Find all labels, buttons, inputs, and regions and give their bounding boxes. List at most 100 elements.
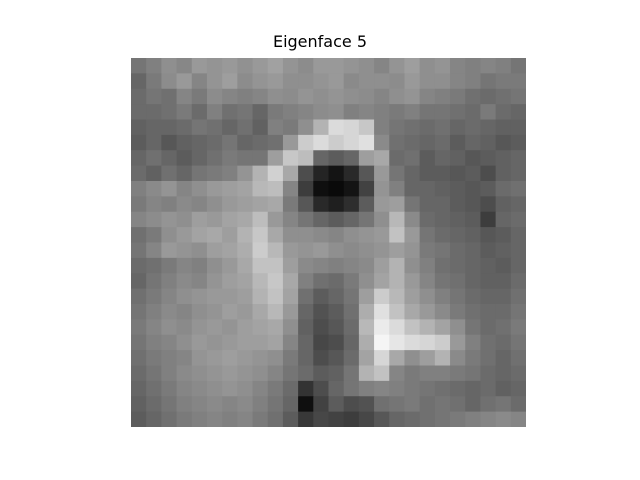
heatmap-cell [480,104,497,121]
heatmap-cell [146,150,162,167]
heatmap-cell [450,365,466,382]
heatmap-cell [313,242,330,259]
heatmap-cell [161,288,178,305]
heatmap-cell [282,119,299,136]
heatmap-cell [374,211,390,228]
heatmap-cell [131,380,147,397]
heatmap-cell [282,181,299,197]
heatmap-cell [206,181,223,197]
heatmap-cell [328,411,345,427]
heatmap-cell [343,88,360,105]
heatmap-cell [434,242,451,259]
heatmap-cell [298,411,314,427]
heatmap-cell [450,334,466,351]
heatmap-cell [374,165,390,182]
heatmap-cell [206,380,223,397]
heatmap-cell [480,196,497,213]
heatmap-cell [237,227,254,244]
heatmap-cell [146,257,162,274]
heatmap-cell [222,181,238,197]
heatmap-cell [389,227,406,244]
heatmap-cell [480,273,497,290]
heatmap-cell [495,165,512,182]
heatmap-cell [419,104,436,121]
heatmap-cell [206,150,223,167]
heatmap-cell [282,273,299,290]
heatmap-cell [358,211,375,228]
heatmap-cell [480,288,497,305]
heatmap-cell [176,411,193,427]
heatmap-cell [222,396,238,413]
heatmap-cell [146,104,162,121]
heatmap-cell [222,365,238,382]
heatmap-cell [328,350,345,367]
heatmap-cell [252,334,269,351]
heatmap-cell [450,273,466,290]
heatmap-cell [161,196,178,213]
heatmap-cell [252,150,269,167]
heatmap-cell [206,334,223,351]
heatmap-cell [510,58,526,74]
heatmap-cell [389,104,406,121]
heatmap-cell [389,365,406,382]
heatmap-cell [358,334,375,351]
heatmap-cell [146,365,162,382]
heatmap-cell [206,134,223,151]
heatmap-cell [267,365,284,382]
heatmap-cell [313,134,330,151]
heatmap-cell [298,196,314,213]
heatmap-cell [419,73,436,90]
heatmap-cell [313,350,330,367]
heatmap-cell [404,104,421,121]
heatmap-cell [495,380,512,397]
heatmap-cell [252,288,269,305]
heatmap-cell [450,211,466,228]
heatmap-cell [267,257,284,274]
heatmap-cell [480,396,497,413]
heatmap-cell [389,211,406,228]
heatmap-cell [206,196,223,213]
heatmap-cell [313,227,330,244]
heatmap-cell [206,104,223,121]
heatmap-cell [267,104,284,121]
heatmap-cell [131,227,147,244]
heatmap-cell [267,211,284,228]
heatmap-cell [343,196,360,213]
heatmap-cell [358,88,375,105]
heatmap-cell [495,227,512,244]
heatmap-cell [343,273,360,290]
heatmap-cell [191,411,208,427]
heatmap-cell [191,227,208,244]
heatmap-cell [434,257,451,274]
heatmap-cell [495,242,512,259]
heatmap-cell [267,396,284,413]
heatmap-cell [328,88,345,105]
heatmap-cell [389,134,406,151]
heatmap-cell [404,380,421,397]
heatmap-cell [434,380,451,397]
heatmap-cell [298,304,314,320]
heatmap-cell [176,119,193,136]
heatmap-cell [404,134,421,151]
heatmap-cell [191,134,208,151]
heatmap-cell [176,211,193,228]
heatmap-cell [313,165,330,182]
heatmap-cell [358,227,375,244]
heatmap-cell [313,319,330,336]
heatmap-cell [161,334,178,351]
heatmap-cell [146,288,162,305]
heatmap-cell [237,73,254,90]
heatmap-cell [343,227,360,244]
heatmap-cell [252,119,269,136]
heatmap-cell [404,396,421,413]
heatmap-cell [222,350,238,367]
heatmap-cell [298,73,314,90]
heatmap-cell [252,257,269,274]
heatmap-cell [252,73,269,90]
heatmap-cell [313,88,330,105]
heatmap-cell [237,365,254,382]
heatmap-cell [313,288,330,305]
heatmap-cell [191,211,208,228]
heatmap-cell [328,334,345,351]
heatmap-cell [267,334,284,351]
